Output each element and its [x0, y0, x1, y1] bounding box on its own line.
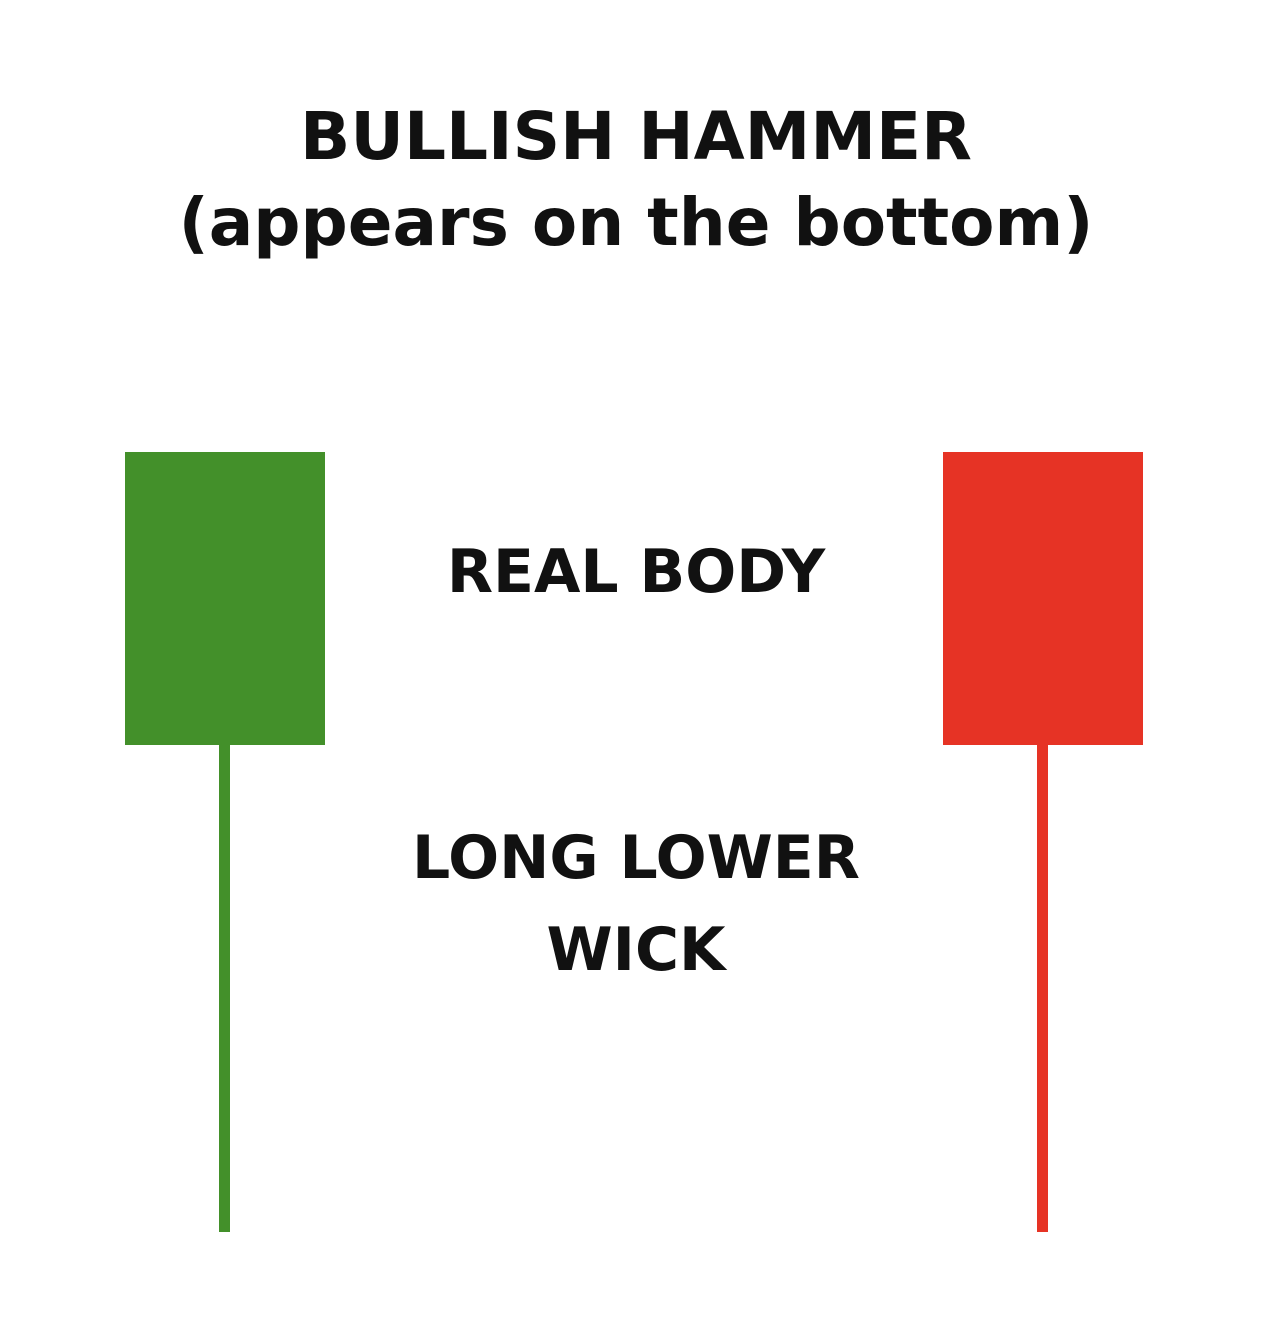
candle-right-wick — [1037, 745, 1048, 1232]
title-line-1: BULLISH HAMMER — [300, 98, 972, 175]
candle-left-wick — [219, 745, 230, 1232]
real-body-label: REAL BODY — [446, 537, 826, 607]
candle-left-body — [125, 452, 325, 745]
long-lower-wick-label-line-1: LONG LOWER — [412, 823, 860, 893]
candle-right-body — [943, 452, 1143, 745]
long-lower-wick-label-line-2: WICK — [546, 915, 726, 985]
title-line-2: (appears on the bottom) — [178, 184, 1094, 261]
